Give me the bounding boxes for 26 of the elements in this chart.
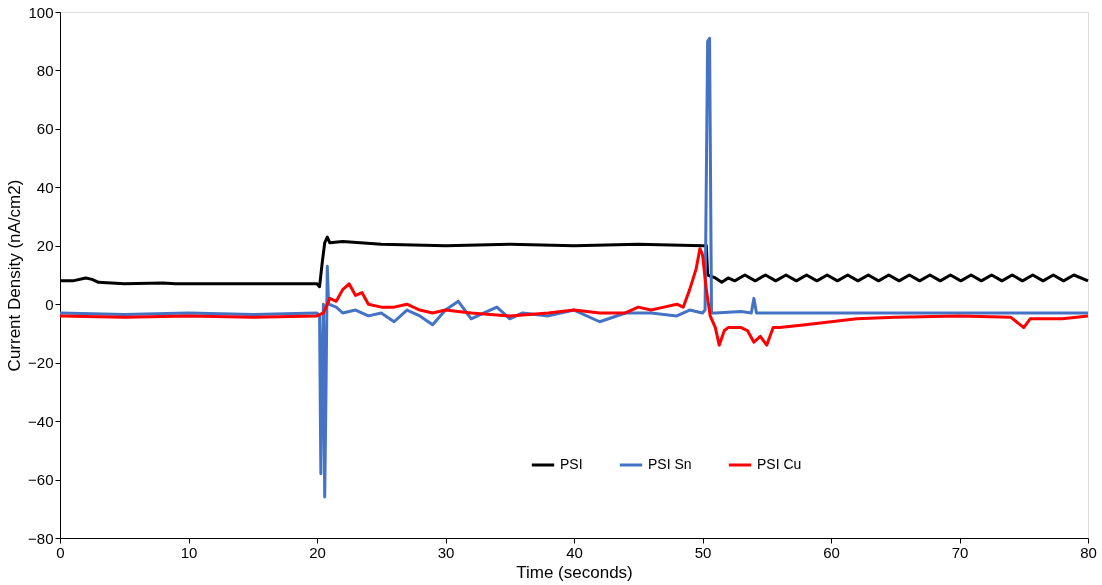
y-tick-label: −60: [28, 471, 54, 489]
y-axis-title: Current Density (nA/cm2): [5, 179, 25, 372]
x-tick-label: 50: [694, 543, 712, 561]
x-tick-label: 20: [309, 543, 326, 561]
x-axis-title: Time (seconds): [516, 562, 633, 582]
legend-label: PSI: [560, 456, 583, 472]
y-tick-label: 20: [36, 237, 54, 255]
y-tick-label: −80: [28, 529, 54, 547]
y-tick-label: 0: [45, 295, 54, 313]
y-tick-label: 80: [36, 61, 54, 79]
x-tick-label: 0: [56, 543, 65, 561]
y-tick-label: 40: [36, 178, 54, 196]
line-series: [58, 247, 1090, 347]
y-tick-label: −40: [28, 412, 54, 430]
line-series: [58, 36, 1090, 499]
y-tick-label: 100: [28, 3, 54, 21]
x-tick-label: 10: [180, 543, 198, 561]
x-tick-label: 40: [566, 543, 583, 561]
y-tick-label: 60: [36, 120, 54, 138]
legend-label: PSI Sn: [648, 456, 692, 472]
x-tick-label: 60: [823, 543, 840, 561]
legend-label: PSI Cu: [757, 456, 802, 472]
y-tick-label: −20: [28, 354, 54, 372]
x-tick-label: 80: [1080, 543, 1097, 561]
x-tick-label: 30: [437, 543, 455, 561]
x-tick-label: 70: [951, 543, 969, 561]
